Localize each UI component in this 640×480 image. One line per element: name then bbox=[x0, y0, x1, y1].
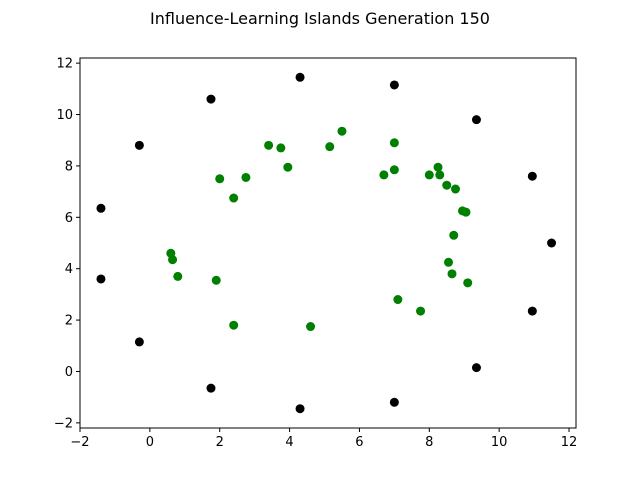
data-point-s1-12 bbox=[215, 174, 225, 184]
data-point-s1-18 bbox=[449, 230, 459, 240]
data-point-s0-0 bbox=[295, 72, 305, 82]
y-tick-label: −2 bbox=[54, 416, 73, 431]
y-tick-label: 10 bbox=[56, 108, 73, 123]
data-point-s1-9 bbox=[424, 170, 434, 180]
data-point-s0-6 bbox=[96, 203, 106, 213]
x-tick-label: 4 bbox=[285, 435, 293, 450]
data-point-s1-17 bbox=[461, 207, 471, 217]
data-point-s0-7 bbox=[547, 238, 557, 248]
points-layer bbox=[96, 72, 557, 414]
data-point-s1-29 bbox=[306, 322, 316, 332]
y-tick-label: 12 bbox=[56, 57, 73, 72]
x-tick-label: −2 bbox=[70, 435, 89, 450]
y-tick-label: 2 bbox=[65, 314, 73, 329]
data-point-s1-15 bbox=[229, 193, 239, 203]
data-point-s1-23 bbox=[173, 271, 183, 281]
x-tick-label: 2 bbox=[216, 435, 224, 450]
data-point-s0-4 bbox=[134, 140, 144, 150]
y-tick-label: 8 bbox=[65, 159, 73, 174]
data-point-s1-26 bbox=[393, 295, 403, 305]
data-point-s1-14 bbox=[450, 184, 460, 194]
data-point-s0-5 bbox=[527, 171, 537, 181]
x-tick-label: 0 bbox=[146, 435, 154, 450]
data-point-s0-2 bbox=[206, 94, 216, 104]
y-tick-label: 0 bbox=[65, 365, 73, 380]
data-point-s1-21 bbox=[444, 257, 454, 267]
data-point-s0-10 bbox=[134, 337, 144, 347]
chart-title: Influence-Learning Islands Generation 15… bbox=[150, 9, 490, 28]
x-tick-label: 10 bbox=[491, 435, 508, 450]
data-point-s1-20 bbox=[168, 255, 178, 265]
data-point-s1-0 bbox=[337, 126, 347, 136]
data-point-s0-8 bbox=[96, 274, 106, 284]
data-point-s1-1 bbox=[389, 138, 399, 148]
data-point-s1-25 bbox=[463, 278, 473, 288]
data-point-s1-24 bbox=[211, 275, 221, 285]
data-point-s0-9 bbox=[527, 306, 537, 316]
plot-frame bbox=[79, 57, 577, 429]
data-point-s0-13 bbox=[389, 397, 399, 407]
data-point-s1-10 bbox=[435, 170, 445, 180]
data-point-s0-11 bbox=[471, 363, 481, 373]
x-axis: −2 0 2 4 6 8 10 12 bbox=[70, 428, 577, 450]
x-tick-label: 6 bbox=[355, 435, 363, 450]
data-point-s0-1 bbox=[389, 80, 399, 90]
data-point-s1-6 bbox=[433, 162, 443, 172]
data-point-s0-14 bbox=[295, 404, 305, 414]
data-point-s1-13 bbox=[442, 180, 452, 190]
data-point-s1-28 bbox=[229, 320, 239, 330]
y-tick-label: 6 bbox=[65, 211, 73, 226]
y-tick-label: 4 bbox=[65, 262, 73, 277]
data-point-s1-11 bbox=[241, 172, 251, 182]
data-point-s1-3 bbox=[325, 142, 335, 152]
data-point-s1-2 bbox=[264, 140, 274, 150]
x-tick-label: 8 bbox=[425, 435, 433, 450]
data-point-s1-5 bbox=[283, 162, 293, 172]
data-point-s1-22 bbox=[447, 269, 457, 279]
data-point-s0-12 bbox=[206, 383, 216, 393]
y-axis: −2 0 2 4 6 8 10 12 bbox=[54, 57, 80, 431]
data-point-s1-8 bbox=[379, 170, 389, 180]
data-point-s0-3 bbox=[471, 115, 481, 125]
data-point-s1-27 bbox=[416, 306, 426, 316]
x-tick-label: 12 bbox=[561, 435, 578, 450]
data-point-s1-7 bbox=[389, 165, 399, 175]
data-point-s1-4 bbox=[276, 143, 286, 153]
